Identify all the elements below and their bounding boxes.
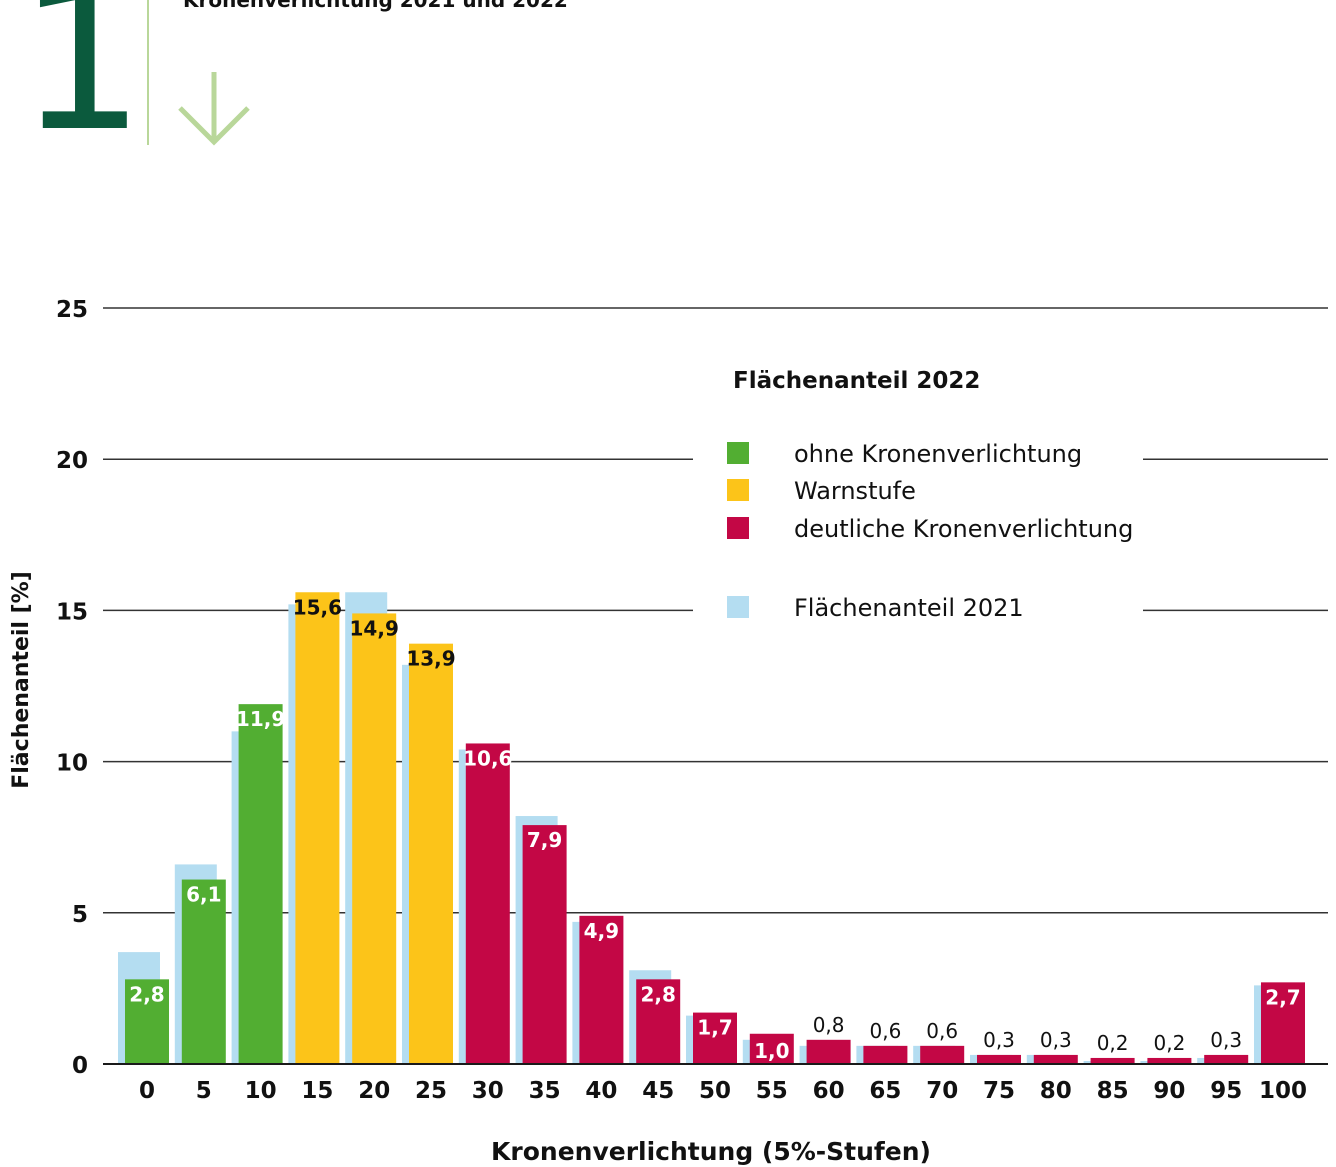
data-label: 0,6 xyxy=(869,1019,901,1043)
data-label: 0,2 xyxy=(1153,1031,1185,1055)
bar-2022 xyxy=(1033,1054,1078,1064)
figure-number: 1 xyxy=(18,0,146,176)
y-tick-label: 25 xyxy=(56,297,88,323)
legend: Flächenanteil 2022 ohne Kronenverlichtung… xyxy=(727,368,1133,622)
header-divider xyxy=(147,0,149,145)
bar-2022 xyxy=(977,1054,1021,1064)
y-tick-label: 5 xyxy=(72,902,88,928)
x-tick-label: 50 xyxy=(699,1078,731,1104)
bar-2022 xyxy=(920,1045,965,1064)
x-axis-label: Kronenverlichtung (5%-Stufen) xyxy=(491,1137,931,1166)
x-tick-label: 55 xyxy=(756,1078,788,1104)
bar-2022 xyxy=(693,1012,737,1064)
x-tick-label: 85 xyxy=(1097,1078,1129,1104)
data-label: 0,3 xyxy=(983,1028,1015,1052)
x-tick-label: 10 xyxy=(245,1078,277,1104)
y-tick-label: 20 xyxy=(56,448,88,474)
data-label: 4,9 xyxy=(584,919,619,943)
data-label: 14,9 xyxy=(350,616,399,640)
legend-label: Flächenanteil 2021 xyxy=(794,594,1024,622)
x-tick-label: 45 xyxy=(642,1078,674,1104)
bar-2022 xyxy=(352,613,397,1064)
bar-2022 xyxy=(806,1039,851,1064)
x-tick-label: 60 xyxy=(813,1078,845,1104)
y-tick-label: 0 xyxy=(72,1053,88,1079)
legend-label: ohne Kronenverlichtung xyxy=(794,440,1082,468)
bar-2022 xyxy=(1090,1057,1135,1064)
legend-swatch xyxy=(727,517,749,539)
series-2021 xyxy=(118,592,1296,1064)
bar-2022 xyxy=(465,743,510,1064)
data-label: 10,6 xyxy=(463,746,512,770)
data-label: 1,7 xyxy=(697,1016,732,1040)
x-tick-label: 80 xyxy=(1040,1078,1072,1104)
data-label: 1,0 xyxy=(754,1039,789,1063)
x-tick-label: 70 xyxy=(926,1078,958,1104)
data-label: 6,1 xyxy=(186,883,221,907)
x-tick-label: 40 xyxy=(585,1078,617,1104)
bar-2022 xyxy=(522,825,567,1064)
y-axis-label: Flächenanteil [%] xyxy=(9,571,34,789)
bar-2022 xyxy=(295,592,340,1064)
bar-2022 xyxy=(1147,1057,1192,1064)
x-tick-label: 20 xyxy=(358,1078,390,1104)
legend-title: Flächenanteil 2022 xyxy=(733,368,980,394)
data-label: 11,9 xyxy=(236,707,285,731)
x-tick-label: 30 xyxy=(472,1078,504,1104)
legend-swatch xyxy=(727,479,749,501)
x-tick-label: 95 xyxy=(1210,1078,1242,1104)
bar-2022 xyxy=(125,979,169,1064)
data-label: 13,9 xyxy=(406,647,455,671)
legend-label: deutliche Kronenverlichtung xyxy=(794,515,1133,543)
bar-2022 xyxy=(409,643,453,1064)
bar-2022 xyxy=(636,979,681,1064)
x-tick-label: 35 xyxy=(529,1078,561,1104)
x-tick-label: 0 xyxy=(139,1078,155,1104)
bar-2022 xyxy=(238,704,283,1064)
series-2022 xyxy=(125,592,1305,1064)
data-label: 0,6 xyxy=(926,1019,958,1043)
data-label: 7,9 xyxy=(527,828,562,852)
x-tick-label: 15 xyxy=(301,1078,333,1104)
legend-swatch xyxy=(727,442,749,464)
bar-2022 xyxy=(1204,1054,1249,1064)
data-label: 0,3 xyxy=(1210,1028,1242,1052)
data-label: 2,8 xyxy=(640,982,675,1006)
x-tick-label: 90 xyxy=(1153,1078,1185,1104)
data-labels: 2,8 6,1 11,9 15,6 14,9 13,9 10,6 7,9 4,9 2,8 1,7 1,… xyxy=(129,595,1300,1063)
bar-2022 xyxy=(863,1045,908,1064)
legend-swatch xyxy=(727,596,749,618)
chart-title: Kronenverlichtung 2021 und 2022 xyxy=(183,0,568,12)
x-tick-label: 75 xyxy=(983,1078,1015,1104)
data-label: 0,2 xyxy=(1097,1031,1129,1055)
bar-2022 xyxy=(181,879,226,1064)
bar-2022 xyxy=(1261,982,1305,1064)
data-label: 0,3 xyxy=(1040,1028,1072,1052)
bar-2022 xyxy=(749,1033,794,1064)
legend-label: Warnstufe xyxy=(794,477,916,505)
y-axis-ticks: 0 5 10 15 20 25 xyxy=(56,297,88,1079)
x-tick-label: 100 xyxy=(1259,1078,1307,1104)
x-axis-ticks: 0 5 10 15 20 25 30 35 40 45 50 55 60 65 70 75 80 85 90 95 10… xyxy=(139,1078,1307,1104)
y-tick-label: 15 xyxy=(56,599,88,625)
x-tick-label: 5 xyxy=(196,1078,212,1104)
legend-background xyxy=(693,360,1143,630)
bar-2022 xyxy=(579,915,624,1064)
data-label: 2,7 xyxy=(1265,985,1300,1009)
data-label: 2,8 xyxy=(129,982,164,1006)
y-tick-label: 10 xyxy=(56,751,88,777)
x-tick-label: 65 xyxy=(869,1078,901,1104)
data-label: 15,6 xyxy=(293,595,342,619)
data-label: 0,8 xyxy=(813,1013,845,1037)
x-tick-label: 25 xyxy=(415,1078,447,1104)
arrow-down-icon xyxy=(178,72,250,146)
